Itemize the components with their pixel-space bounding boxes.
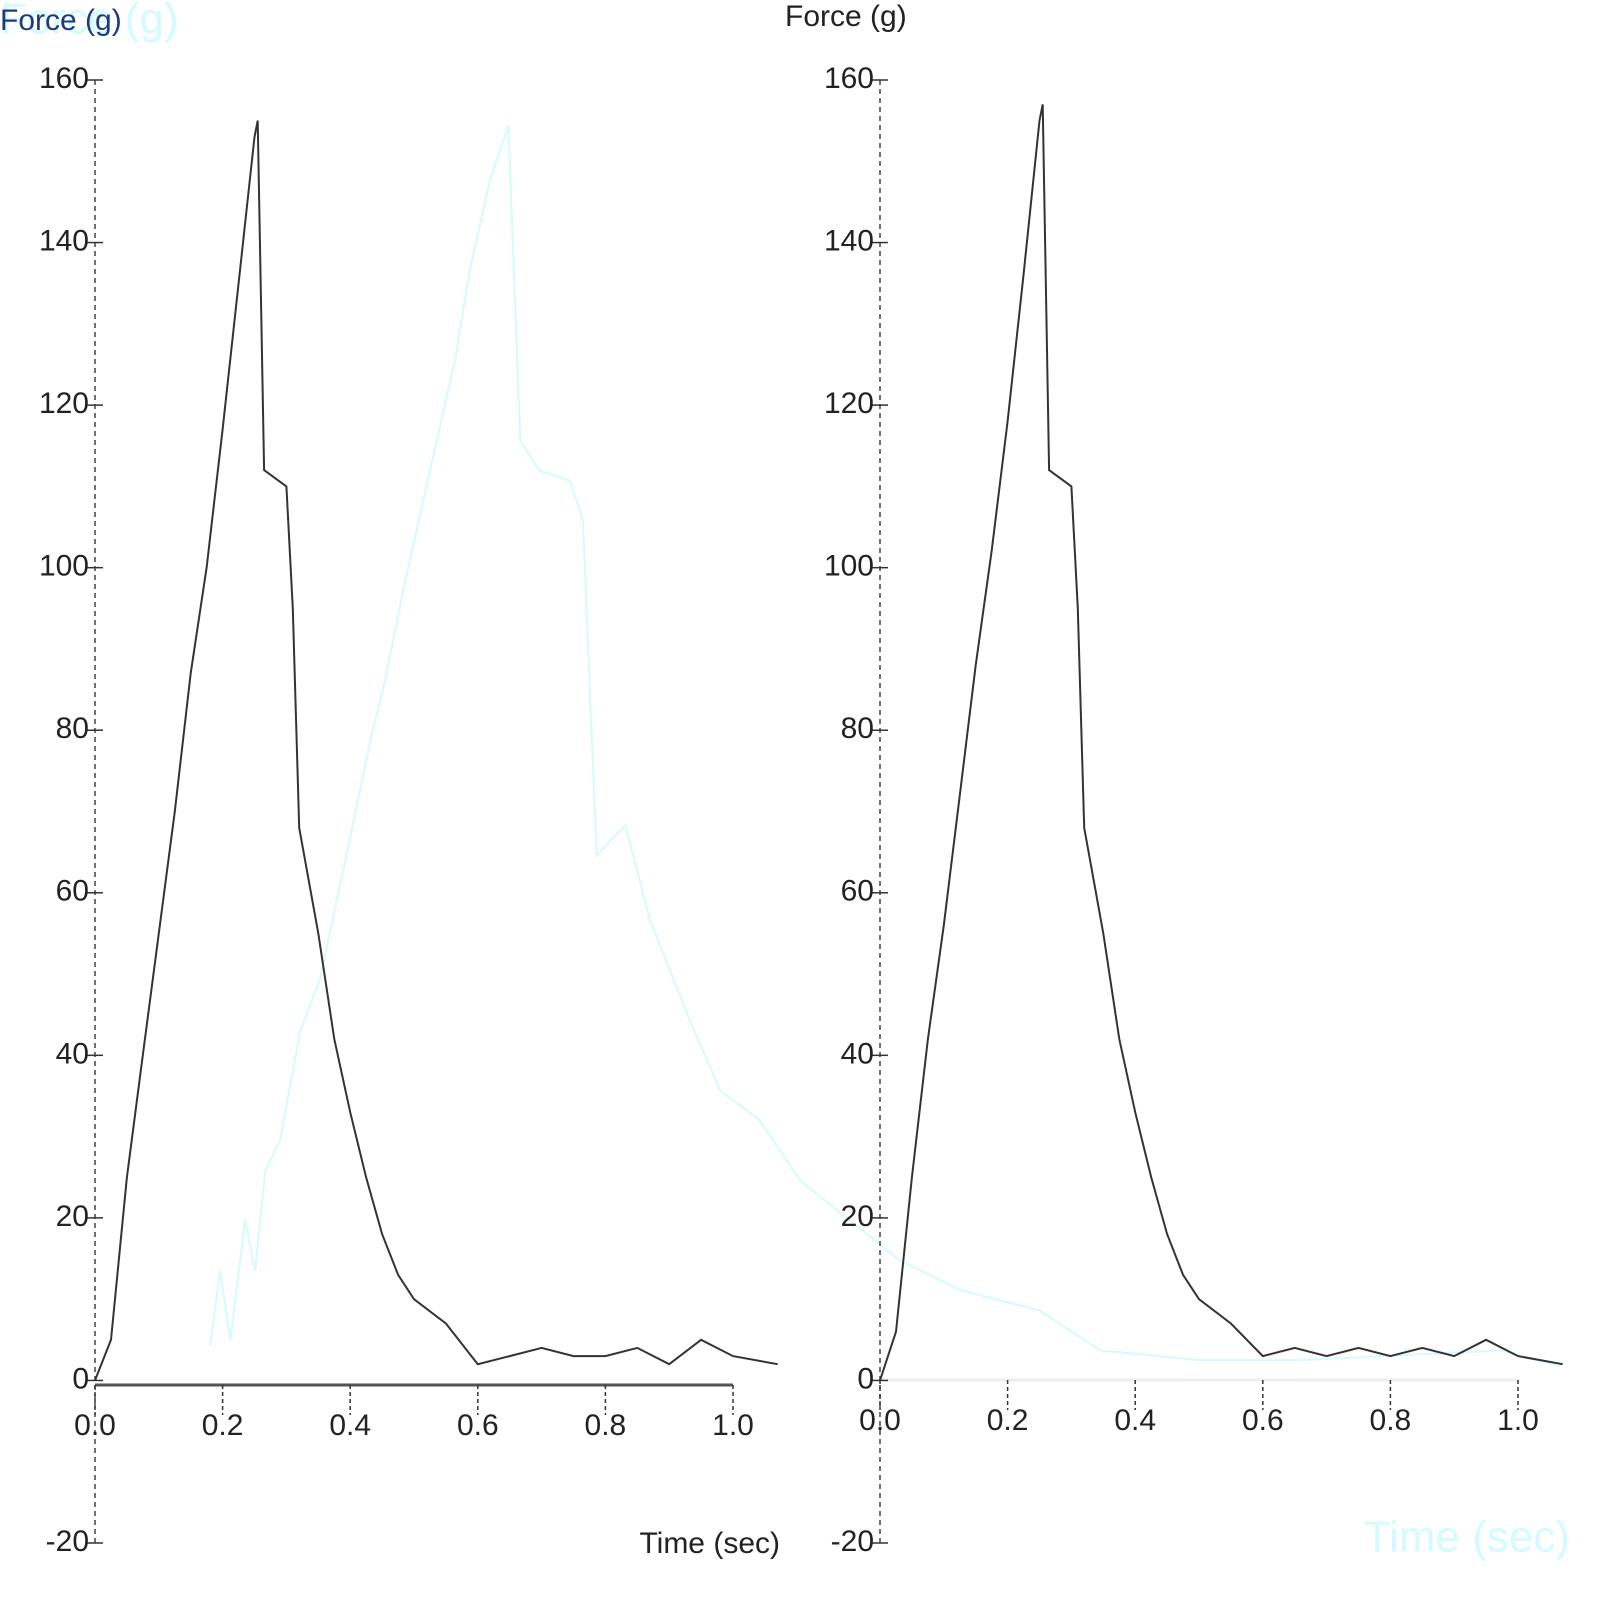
y-tick-label: 60 <box>841 875 874 908</box>
axis-title: Force (g) <box>785 0 907 33</box>
y-tick-label: 40 <box>56 1037 89 1070</box>
x-tick-label: 0.6 <box>457 1409 499 1442</box>
x-tick-label: 0.2 <box>987 1404 1029 1437</box>
x-tick-label: 1.0 <box>712 1409 754 1442</box>
y-tick-label: 140 <box>824 224 874 257</box>
data-line <box>94 120 778 1381</box>
data-line <box>879 104 1563 1381</box>
data-line <box>209 125 1560 1367</box>
y-tick-label: 0 <box>857 1362 874 1395</box>
y-tick-label: 80 <box>841 712 874 745</box>
x-tick-label: 0.4 <box>329 1409 371 1442</box>
x-tick-label: 0.8 <box>585 1409 627 1442</box>
y-tick-label: 60 <box>56 875 89 908</box>
x-tick-label: 1.0 <box>1497 1404 1539 1437</box>
y-tick-label: 100 <box>824 550 874 583</box>
y-tick-label: 20 <box>841 1200 874 1233</box>
y-tick-label: 80 <box>56 712 89 745</box>
y-tick-label: 100 <box>39 550 89 583</box>
y-tick-label: 160 <box>824 62 874 95</box>
x-tick-label: 0.8 <box>1370 1404 1412 1437</box>
x-tick-label: 0.0 <box>859 1404 901 1437</box>
y-tick-label: 120 <box>824 387 874 420</box>
y-tick-label: 40 <box>841 1037 874 1070</box>
y-tick-label: -20 <box>831 1525 874 1558</box>
y-tick-label: 160 <box>39 62 89 95</box>
x-axis-label: Time (sec) <box>1364 1513 1570 1562</box>
x-tick-label: 0.4 <box>1114 1404 1156 1437</box>
x-tick-label: 0.2 <box>202 1409 244 1442</box>
x-tick-label: 0.6 <box>1242 1404 1284 1437</box>
axis-title: Force (g) <box>0 4 122 37</box>
x-tick-label: 0.0 <box>74 1409 116 1442</box>
axis-title: Force (g) <box>0 0 178 44</box>
y-tick-label: 120 <box>39 387 89 420</box>
y-tick-label: 20 <box>56 1200 89 1233</box>
y-tick-label: 0 <box>72 1362 89 1395</box>
y-tick-label: 140 <box>39 224 89 257</box>
x-axis-label: Time (sec) <box>639 1527 780 1560</box>
y-tick-label: -20 <box>46 1525 89 1558</box>
